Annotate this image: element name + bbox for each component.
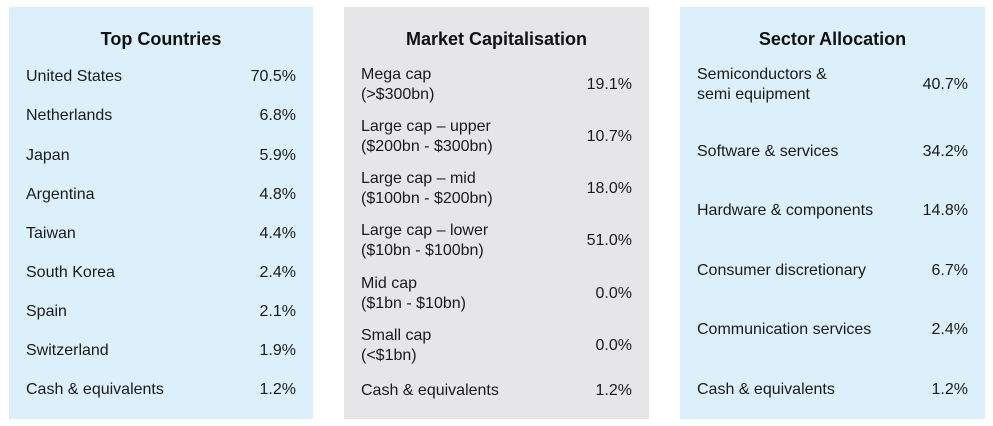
- market-cap-value: 10.7%: [586, 128, 632, 145]
- top-countries-panel: Top Countries United States 70.5% Netherl…: [9, 7, 313, 419]
- country-value: 1.2%: [259, 381, 296, 398]
- market-cap-value: 1.2%: [595, 382, 632, 399]
- market-cap-value: 18.0%: [586, 180, 632, 197]
- sector-row: Communication services 2.4%: [697, 320, 968, 340]
- sector-label: Semiconductors & semi equipment: [697, 66, 827, 103]
- market-cap-label: Large cap – lower ($10bn - $100bn): [361, 222, 489, 259]
- sector-value: 1.2%: [931, 381, 968, 398]
- sector-label: Consumer discretionary: [697, 262, 866, 279]
- market-cap-label: Mid cap ($1bn - $10bn): [361, 275, 466, 312]
- country-label: United States: [26, 68, 123, 85]
- country-value: 4.8%: [259, 186, 296, 203]
- market-cap-row: Cash & equivalents 1.2%: [361, 381, 632, 401]
- country-label: Taiwan: [26, 225, 76, 242]
- sector-value: 40.7%: [922, 76, 968, 93]
- country-row: Taiwan 4.4%: [26, 224, 296, 244]
- market-cap-label: Small cap (<$1bn): [361, 327, 432, 364]
- country-row: United States 70.5%: [26, 67, 296, 87]
- country-label: Argentina: [26, 186, 95, 203]
- sector-row: Cash & equivalents 1.2%: [697, 380, 968, 400]
- country-label: Spain: [26, 303, 67, 320]
- sector-label: Hardware & components: [697, 202, 874, 219]
- country-value: 5.9%: [259, 147, 296, 164]
- sector-value: 2.4%: [931, 321, 968, 338]
- market-cap-row: Large cap – upper ($200bn - $300bn) 10.7%: [361, 117, 632, 157]
- market-cap-row: Small cap (<$1bn) 0.0%: [361, 326, 632, 366]
- market-cap-row: Mega cap (>$300bn) 19.1%: [361, 65, 632, 105]
- country-row: Spain 2.1%: [26, 302, 296, 322]
- top-countries-title: Top Countries: [100, 29, 222, 49]
- market-cap-label: Large cap – mid ($100bn - $200bn): [361, 170, 493, 207]
- market-cap-row: Large cap – mid ($100bn - $200bn) 18.0%: [361, 169, 632, 209]
- sector-allocation-panel: Sector Allocation Semiconductors & semi …: [680, 7, 985, 419]
- country-value: 4.4%: [259, 225, 296, 242]
- country-value: 1.9%: [259, 342, 296, 359]
- country-row: Cash & equivalents 1.2%: [26, 380, 296, 400]
- country-label: Japan: [26, 147, 70, 164]
- country-value: 2.1%: [259, 303, 296, 320]
- country-value: 2.4%: [259, 264, 296, 281]
- market-cap-value: 0.0%: [595, 337, 632, 354]
- sector-row: Consumer discretionary 6.7%: [697, 261, 968, 281]
- country-row: Switzerland 1.9%: [26, 341, 296, 361]
- market-cap-value: 19.1%: [586, 76, 632, 93]
- sector-value: 6.7%: [931, 262, 968, 279]
- market-cap-value: 0.0%: [595, 285, 632, 302]
- country-label: South Korea: [26, 264, 115, 281]
- market-cap-label: Cash & equivalents: [361, 382, 499, 399]
- sector-label: Software & services: [697, 143, 839, 160]
- sector-allocation-title: Sector Allocation: [758, 29, 907, 49]
- market-cap-label: Large cap – upper ($200bn - $300bn): [361, 118, 493, 155]
- country-label: Netherlands: [26, 107, 113, 124]
- sector-row: Software & services 34.2%: [697, 142, 968, 162]
- sector-label: Communication services: [697, 321, 872, 338]
- sector-value: 34.2%: [922, 143, 968, 160]
- country-row: Netherlands 6.8%: [26, 106, 296, 126]
- sector-value: 14.8%: [922, 202, 968, 219]
- country-value: 6.8%: [259, 107, 296, 124]
- market-cap-row: Large cap – lower ($10bn - $100bn) 51.0%: [361, 221, 632, 261]
- market-cap-value: 51.0%: [586, 232, 632, 249]
- sector-row: Semiconductors & semi equipment 40.7%: [697, 65, 968, 105]
- sector-row: Hardware & components 14.8%: [697, 201, 968, 221]
- market-cap-row: Mid cap ($1bn - $10bn) 0.0%: [361, 274, 632, 314]
- country-value: 70.5%: [250, 68, 296, 85]
- sector-label: Cash & equivalents: [697, 381, 835, 398]
- market-cap-title: Market Capitalisation: [405, 29, 588, 49]
- country-label: Switzerland: [26, 342, 109, 359]
- country-label: Cash & equivalents: [26, 381, 164, 398]
- country-row: South Korea 2.4%: [26, 263, 296, 283]
- market-cap-panel: Market Capitalisation Mega cap (>$300bn)…: [344, 7, 649, 419]
- country-row: Argentina 4.8%: [26, 185, 296, 205]
- market-cap-label: Mega cap (>$300bn): [361, 66, 435, 103]
- country-row: Japan 5.9%: [26, 146, 296, 166]
